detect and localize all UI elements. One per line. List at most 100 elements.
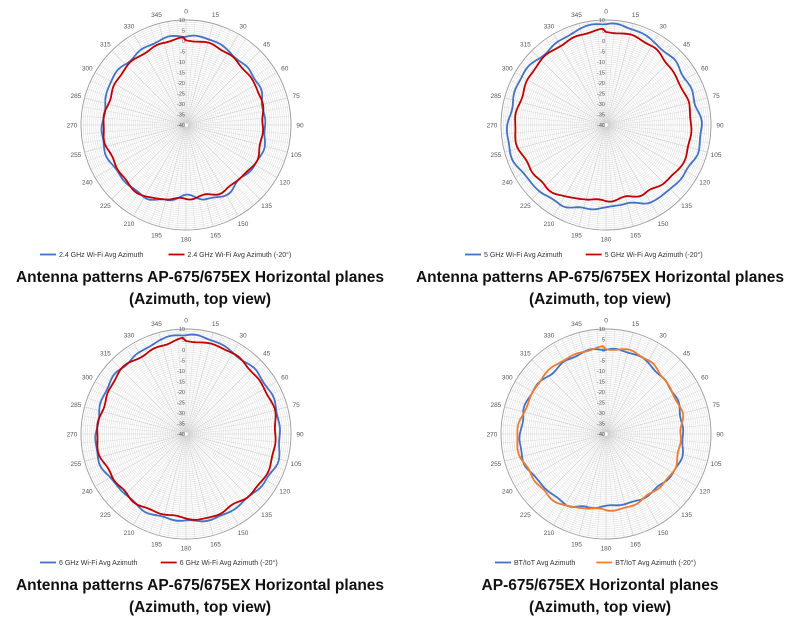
grid-spoke (607, 126, 667, 212)
angle-tick-label: 180 (601, 545, 612, 552)
grid-spoke (81, 115, 184, 125)
grid-spoke (606, 436, 625, 538)
angle-tick-label: 45 (683, 351, 691, 358)
angle-tick-label: 60 (701, 65, 709, 72)
angle-tick-label: 240 (502, 488, 513, 495)
angle-tick-label: 75 (292, 93, 300, 100)
grid-spoke (149, 435, 186, 533)
grid-spoke (187, 80, 282, 125)
angle-tick-label: 120 (279, 488, 290, 495)
angle-tick-label: 270 (487, 122, 498, 129)
legend-label: 2.4 GHz Wi-Fi Avg Azimuth (59, 252, 143, 259)
radial-tick-label: -25 (597, 92, 605, 98)
radial-tick-label: -40 (597, 432, 605, 438)
angle-tick-label: 330 (124, 24, 135, 31)
grid-spoke (607, 366, 687, 433)
angle-tick-label: 105 (291, 152, 302, 159)
grid-spoke (105, 435, 185, 502)
grid-spoke (504, 406, 605, 434)
grid-spoke (538, 435, 605, 515)
grid-spoke (84, 97, 185, 125)
grid-spoke (606, 435, 643, 533)
grid-spoke (510, 389, 605, 434)
grid-spoke (596, 127, 606, 230)
radial-tick-label: 0 (182, 348, 185, 354)
grid-spoke (187, 397, 285, 434)
grid-spoke (606, 330, 625, 432)
grid-spoke (578, 435, 606, 536)
radial-tick-label: -15 (177, 71, 185, 77)
angle-tick-label: 210 (544, 221, 555, 228)
grid-spoke (519, 373, 605, 433)
angle-tick-label: 255 (490, 152, 501, 159)
angle-tick-label: 90 (296, 431, 304, 438)
grid-spoke (606, 126, 634, 227)
radial-tick-label: 5 (182, 338, 185, 344)
grid-spoke (188, 415, 290, 434)
grid-spoke (186, 330, 205, 432)
grid-spoke (553, 435, 606, 526)
angle-tick-label: 270 (487, 431, 498, 438)
grid-spoke (507, 397, 605, 434)
grid-spoke (187, 97, 288, 125)
grid-spoke (187, 126, 247, 212)
angle-tick-label: 150 (238, 221, 249, 228)
grid-spoke (519, 64, 605, 124)
grid-spoke (188, 106, 290, 125)
grid-spoke (82, 125, 184, 144)
angle-tick-label: 15 (212, 321, 220, 328)
radial-tick-label: -20 (177, 81, 185, 87)
angle-tick-label: 0 (604, 8, 608, 15)
grid-spoke (607, 434, 702, 479)
grid-spoke (187, 366, 267, 433)
grid-spoke (187, 38, 247, 124)
grid-spoke (125, 347, 185, 433)
grid-spoke (607, 435, 687, 502)
grid-spoke (606, 33, 659, 124)
angle-tick-label: 225 (100, 203, 111, 210)
grid-spoke (514, 434, 605, 487)
series-line (96, 336, 277, 521)
grid-spoke (531, 126, 605, 200)
grid-spoke (186, 435, 239, 526)
grid-spoke (606, 126, 651, 221)
grid-spoke (111, 359, 185, 433)
grid-spoke (187, 434, 285, 471)
radial-tick-label: 5 (182, 29, 185, 35)
grid-spoke (606, 342, 659, 433)
grid-spoke (502, 415, 604, 434)
grid-spoke (187, 434, 278, 487)
angle-tick-label: 15 (212, 12, 220, 19)
chart-title: Antenna patterns AP-675/675EX Horizontal… (15, 577, 385, 594)
angle-tick-label: 135 (681, 512, 692, 519)
chart-panel-5ghz: 0 15 30 45 60 75 90 105 120 135 150 165 180 195 210 225… (400, 0, 800, 311)
grid-spoke (608, 125, 711, 135)
grid-spoke (187, 347, 247, 433)
radial-tick-label: 10 (599, 327, 605, 333)
angle-tick-label: 210 (544, 530, 555, 537)
angle-tick-label: 330 (544, 333, 555, 340)
angle-tick-label: 345 (571, 321, 582, 328)
grid-spoke (561, 126, 606, 221)
grid-spoke (606, 23, 634, 124)
grid-spoke (90, 125, 185, 170)
angle-tick-label: 180 (181, 236, 192, 243)
grid-spoke (87, 125, 185, 162)
grid-spoke (501, 125, 604, 135)
grid-spoke (188, 434, 290, 453)
angle-tick-label: 120 (279, 179, 290, 186)
angle-tick-label: 165 (210, 541, 221, 548)
grid-spoke (569, 26, 606, 124)
angle-tick-label: 180 (181, 545, 192, 552)
angle-tick-label: 195 (151, 541, 162, 548)
series-line (516, 345, 685, 512)
grid-spoke (187, 381, 278, 434)
grid-spoke (501, 434, 604, 444)
grid-spoke (607, 126, 674, 206)
angle-tick-label: 270 (67, 122, 78, 129)
grid-spoke (187, 435, 247, 521)
angle-tick-label: 150 (238, 530, 249, 537)
grid-spoke (186, 329, 196, 432)
radial-tick-label: 0 (602, 39, 605, 45)
angle-tick-label: 135 (261, 512, 272, 519)
